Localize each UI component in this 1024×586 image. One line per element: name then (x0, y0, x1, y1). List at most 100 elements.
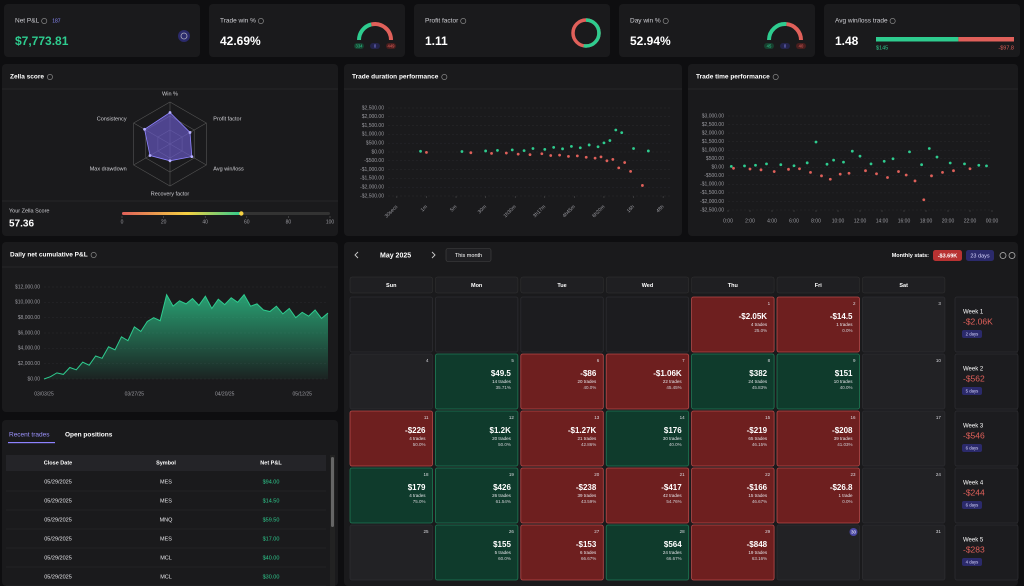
day-cell[interactable] (434, 524, 519, 581)
day-number: 8 (768, 358, 771, 363)
day-cell[interactable] (349, 353, 433, 410)
score-value: 57.36 (9, 219, 34, 230)
day-cell[interactable] (691, 353, 775, 410)
day-number: 30 (851, 529, 857, 534)
scatter-point (963, 162, 966, 166)
radar-point (143, 127, 146, 131)
gauge-count: 45 (767, 43, 772, 48)
day-cell[interactable] (776, 524, 860, 581)
scrollbar-thumb[interactable] (331, 457, 334, 527)
week-days: 5 days (966, 388, 979, 393)
day-cell[interactable] (349, 467, 433, 524)
scatter-point (596, 145, 600, 149)
day-number: 10 (936, 358, 942, 363)
this-month-button[interactable] (445, 248, 492, 262)
week-days: 6 days (966, 502, 979, 507)
scatter-point (759, 168, 763, 172)
column-header: Net P&L (260, 460, 282, 466)
day-number: 5 (511, 358, 514, 363)
day-number: 11 (424, 415, 429, 420)
stat-title: Net P&L (15, 18, 40, 25)
day-cell[interactable] (776, 353, 860, 410)
day-cell[interactable] (862, 467, 946, 524)
day-cell[interactable] (349, 410, 433, 467)
day-cell[interactable] (520, 467, 604, 524)
days-badge (966, 250, 994, 261)
icon (178, 30, 190, 42)
scatter-point (842, 160, 845, 164)
scatter-point (858, 154, 862, 158)
day-cell[interactable] (605, 410, 690, 467)
day-number: 28 (680, 529, 686, 534)
day-cell[interactable] (349, 524, 433, 581)
day-winrate: 66.67% (666, 556, 681, 561)
today-marker (849, 528, 858, 536)
scatter-point (820, 174, 823, 178)
avg-loss-bar (958, 37, 1014, 42)
scatter-point (617, 166, 621, 170)
day-cell[interactable] (691, 524, 775, 581)
day-cell[interactable] (434, 410, 519, 467)
day-cell[interactable] (862, 524, 946, 581)
day-cell[interactable] (605, 524, 690, 581)
day-cell[interactable] (520, 353, 604, 410)
day-cell[interactable] (691, 467, 775, 524)
day-cell[interactable] (520, 524, 604, 581)
scatter-point (952, 169, 955, 173)
column-header: Symbol (156, 460, 176, 466)
day-trades: 20 trades (492, 436, 512, 441)
button-label: This month (455, 253, 482, 259)
day-cell[interactable] (691, 410, 775, 467)
x-tick-label: 80 (286, 219, 292, 225)
scatter-point (460, 150, 464, 153)
prev-arrow[interactable] (354, 251, 359, 259)
weekday-header (520, 276, 604, 294)
tab[interactable]: Open positions (65, 432, 113, 439)
scatter-point (578, 146, 582, 150)
radar-axis-label: Recovery factor (151, 191, 190, 197)
day-winrate: 0.0% (842, 328, 852, 333)
day-cell[interactable] (605, 353, 690, 410)
scatter-point (743, 164, 746, 168)
week-pnl: -$2.06K (963, 316, 993, 326)
cell: MCL (160, 574, 172, 580)
scatter-point (587, 143, 591, 147)
day-cell[interactable] (691, 296, 775, 353)
y-tick-label: -$500.00 (704, 173, 724, 179)
day-cell[interactable] (776, 410, 860, 467)
scatter-point (540, 152, 544, 156)
day-cell[interactable] (862, 296, 946, 353)
day-cell[interactable] (862, 353, 946, 410)
day-cell[interactable] (434, 353, 519, 410)
day-cell[interactable] (776, 296, 860, 353)
scatter-point (552, 146, 556, 149)
stats-value: -$3.69K (938, 253, 958, 259)
x-tick-label: 40 (202, 219, 208, 225)
day-cell[interactable] (862, 410, 946, 467)
day-number: 22 (765, 472, 771, 477)
day-cell[interactable] (434, 467, 519, 524)
scatter-point (419, 149, 422, 153)
trade-count: 187 (52, 18, 61, 24)
settings-icon[interactable] (999, 252, 1007, 259)
week-days: 2 days (966, 331, 979, 336)
cell: 05/29/2025 (44, 574, 72, 580)
day-trades: 21 trades (578, 436, 598, 441)
info-icon (90, 252, 97, 258)
day-cell[interactable] (776, 467, 860, 524)
scatter-point (864, 169, 867, 173)
info-icon (460, 18, 467, 24)
weekday-header (605, 276, 689, 294)
next-arrow[interactable] (431, 251, 436, 259)
score-bar (122, 212, 242, 215)
table-header (6, 455, 326, 471)
x-tick-label: 1m (420, 204, 429, 213)
help-icon[interactable] (1008, 252, 1016, 259)
day-winrate: 46.67% (752, 499, 767, 504)
ring-win (571, 18, 601, 48)
tab[interactable]: Recent trades (9, 432, 50, 439)
day-cell[interactable] (520, 410, 604, 467)
day-cell[interactable] (605, 467, 690, 524)
day-winrate: 40.0% (669, 442, 682, 447)
